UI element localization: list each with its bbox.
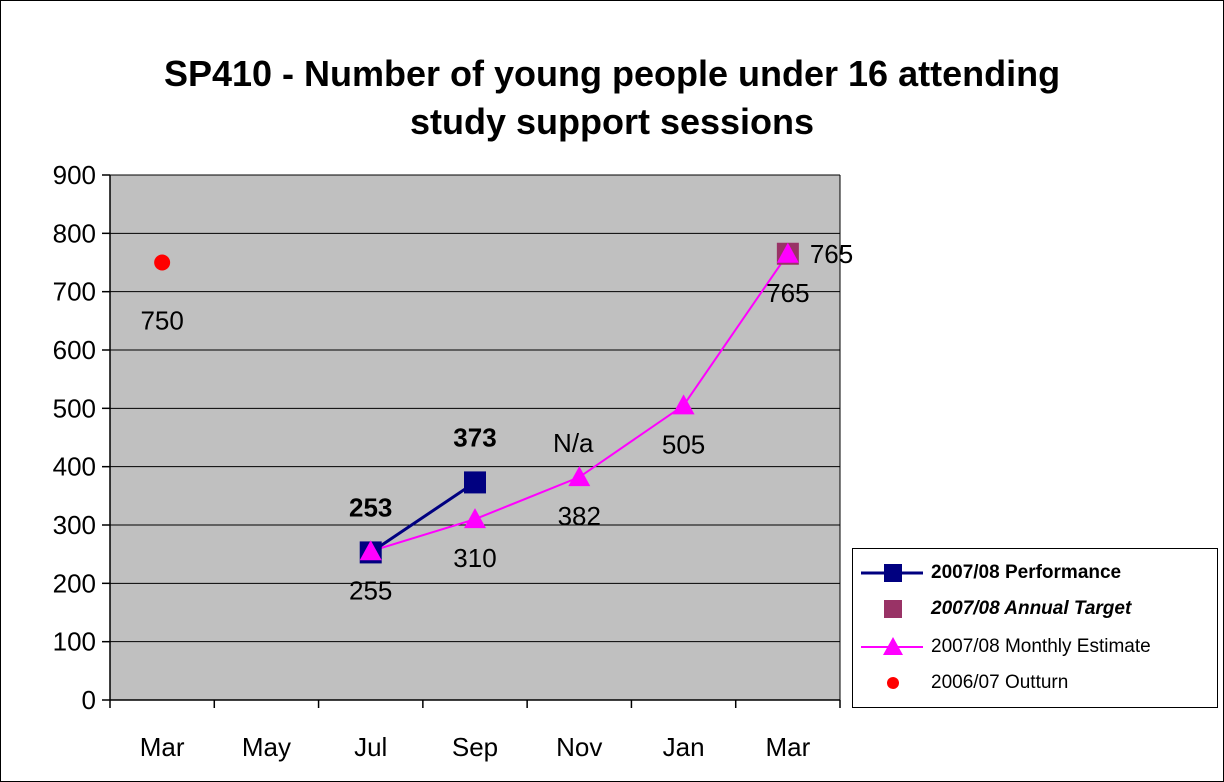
y-tick-labels: 0 100 200 300 400 500 600 700 800 900 (53, 160, 96, 715)
x-tick-label: May (242, 732, 291, 762)
data-point (568, 466, 591, 487)
chart-title-line-1: SP410 - Number of young people under 16 … (164, 53, 1060, 94)
legend-swatch-annual-target (884, 600, 902, 618)
data-label: 382 (558, 501, 601, 531)
series-marks (154, 242, 799, 564)
legend-swatch-monthly-estimate (861, 637, 923, 655)
x-tick-label: Nov (556, 732, 602, 762)
data-label: 373 (453, 422, 496, 452)
legend-item-monthly-estimate: 2007/08 Monthly Estimate (853, 629, 1217, 665)
data-label: 765 (810, 239, 853, 269)
x-tick-label: Jul (354, 732, 387, 762)
data-label: 765 (766, 278, 809, 308)
y-tick-label: 800 (53, 218, 96, 248)
data-label: 255 (349, 575, 392, 605)
y-tick-label: 200 (53, 568, 96, 598)
data-point (359, 540, 382, 561)
legend-item-annual-target: 2007/08 Annual Target (853, 591, 1217, 627)
x-tick-label: Jan (663, 732, 705, 762)
legend: 2007/08 Performance 2007/08 Annual Targe… (852, 548, 1218, 708)
data-point (154, 254, 171, 271)
legend-label-outturn: 2006/07 Outturn (931, 672, 1069, 693)
data-label: 505 (662, 429, 705, 459)
y-tick-label: 100 (53, 627, 96, 657)
data-point (672, 394, 695, 415)
series-line (369, 481, 476, 554)
y-tick-label: 0 (82, 685, 96, 715)
axes (102, 174, 841, 708)
data-label: 750 (140, 306, 183, 336)
legend-label-monthly-estimate: 2007/08 Monthly Estimate (931, 636, 1151, 657)
data-point (464, 508, 486, 529)
y-tick-label: 600 (53, 335, 96, 365)
legend-swatch-performance (861, 564, 923, 582)
x-tick-label: Mar (765, 732, 810, 762)
y-tick-label: 700 (53, 277, 96, 307)
data-point (464, 471, 486, 494)
data-point (776, 242, 799, 263)
y-tick-label: 300 (53, 510, 96, 540)
legend-item-performance: 2007/08 Performance (853, 555, 1217, 591)
data-label: 310 (453, 543, 496, 573)
chart-title-line-2: study support sessions (410, 101, 814, 142)
x-tick-label: Sep (452, 732, 498, 762)
x-tick-label: Mar (140, 732, 185, 762)
x-tick-labels: Mar May Jul Sep Nov Jan Mar (140, 732, 811, 762)
legend-swatch-outturn (887, 677, 899, 689)
y-tick-label: 500 (53, 393, 96, 423)
plot-area (110, 175, 840, 700)
legend-label-annual-target: 2007/08 Annual Target (931, 598, 1132, 619)
data-labels: 253 373 765 255 310 382 505 765 750 N/a (140, 239, 853, 606)
y-tick-label: 400 (53, 452, 96, 482)
gridlines (110, 174, 840, 643)
legend-item-outturn: 2006/07 Outturn (853, 665, 1217, 701)
data-label: 253 (349, 492, 392, 522)
legend-label-performance: 2007/08 Performance (931, 562, 1122, 583)
y-tick-label: 900 (53, 160, 96, 190)
data-label: N/a (553, 428, 594, 458)
